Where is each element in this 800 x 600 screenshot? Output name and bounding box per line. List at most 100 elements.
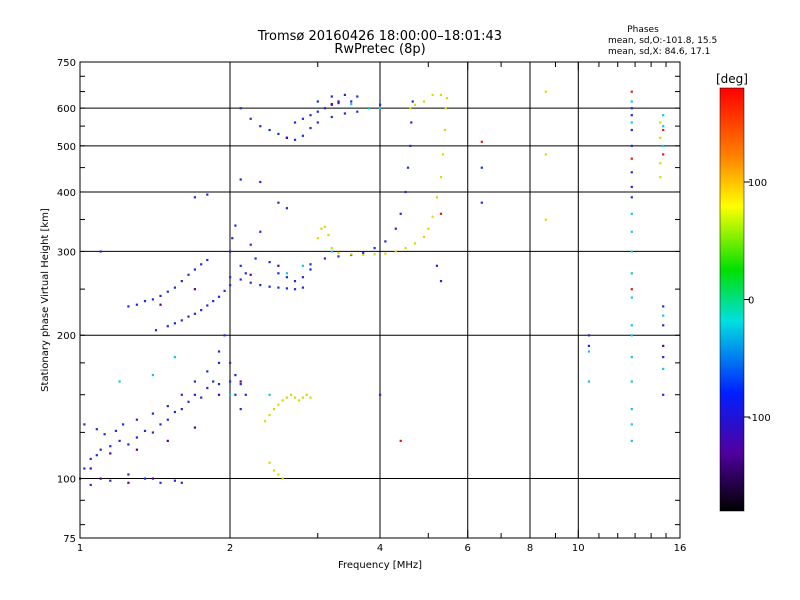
x-tick-label: 2: [227, 543, 233, 554]
data-point: [659, 136, 662, 139]
data-point: [122, 423, 125, 426]
data-point: [309, 114, 312, 117]
data-point: [151, 431, 154, 434]
data-point: [316, 237, 319, 240]
data-point: [350, 100, 353, 103]
data-point: [173, 286, 176, 289]
colorbar-label: [deg]: [716, 72, 748, 86]
data-point: [143, 300, 147, 303]
data-point: [83, 467, 86, 470]
data-point: [180, 408, 183, 411]
data-point: [217, 393, 221, 396]
data-point: [277, 201, 280, 204]
data-point: [285, 272, 288, 275]
data-point: [180, 280, 183, 283]
data-point: [118, 380, 121, 383]
data-point: [173, 479, 176, 482]
data-point: [662, 128, 665, 132]
y-tick-label: 75: [63, 534, 76, 545]
y-tick-label: 600: [57, 104, 76, 115]
data-point: [384, 240, 387, 243]
data-point: [630, 439, 633, 442]
x-tick-label: 1: [77, 543, 83, 554]
data-point: [239, 178, 242, 181]
data-point: [193, 393, 196, 396]
data-point: [309, 396, 312, 399]
data-point: [187, 400, 190, 403]
data-point: [293, 121, 297, 124]
data-point: [259, 125, 262, 128]
data-point: [350, 253, 353, 256]
data-point: [659, 162, 662, 165]
data-point: [330, 95, 333, 98]
data-point: [439, 280, 443, 283]
data-point: [244, 272, 247, 275]
data-point: [630, 121, 633, 124]
data-point: [249, 243, 252, 246]
data-point: [249, 281, 252, 284]
data-point: [301, 276, 304, 279]
data-point: [662, 356, 665, 359]
data-point: [229, 276, 232, 279]
data-point: [143, 477, 147, 480]
data-point: [151, 298, 154, 301]
x-axis-label: Frequency [MHz]: [338, 560, 422, 571]
data-point: [439, 212, 443, 215]
data-point: [277, 264, 280, 267]
axis-ticks: 1 2 4 6 8 10 16 75 100 200 300 400 500 600 750: [57, 58, 686, 554]
data-point: [234, 224, 237, 227]
data-point: [343, 93, 346, 96]
data-point: [327, 233, 330, 237]
data-point: [187, 315, 190, 318]
data-point: [83, 423, 86, 426]
data-point: [662, 344, 665, 347]
data-point: [410, 121, 413, 124]
data-point: [249, 273, 252, 276]
data-point: [239, 278, 242, 281]
data-point: [630, 128, 633, 132]
data-point: [89, 457, 92, 460]
data-point: [143, 429, 147, 432]
data-point: [109, 445, 112, 448]
data-point: [229, 393, 232, 396]
data-point: [229, 380, 232, 383]
data-point: [180, 481, 183, 484]
data-point: [206, 193, 209, 196]
data-point: [301, 286, 304, 289]
data-point: [103, 433, 106, 436]
data-point: [159, 423, 162, 426]
data-point: [444, 107, 447, 110]
data-point: [305, 393, 308, 396]
data-point: [259, 230, 262, 233]
data-point: [480, 140, 483, 143]
data-point: [323, 225, 326, 228]
data-point: [379, 393, 382, 396]
data-point: [89, 467, 92, 470]
data-point: [316, 100, 319, 103]
y-tick-label: 750: [57, 58, 76, 69]
data-point: [373, 247, 376, 250]
data-point: [662, 153, 665, 156]
data-point: [422, 235, 426, 238]
data-point: [285, 287, 288, 290]
data-point: [301, 134, 304, 137]
data-point: [587, 334, 590, 337]
data-point: [630, 272, 633, 275]
data-point: [89, 483, 92, 486]
data-point: [301, 396, 304, 399]
data-point: [480, 166, 483, 169]
data-point: [439, 93, 443, 96]
data-point: [630, 100, 633, 103]
data-point: [268, 285, 271, 288]
data-point: [99, 477, 102, 480]
stats-x-mode: mean, sd,X: 84.6, 17.1: [608, 47, 710, 57]
x-tick-label: 16: [674, 543, 687, 554]
data-point: [118, 439, 121, 442]
data-point: [159, 294, 162, 297]
data-point: [662, 393, 665, 396]
data-point: [159, 481, 162, 484]
data-point: [193, 426, 196, 429]
data-point: [212, 380, 215, 383]
data-point: [127, 473, 130, 476]
colorbar-tick-label: 100: [748, 178, 767, 189]
